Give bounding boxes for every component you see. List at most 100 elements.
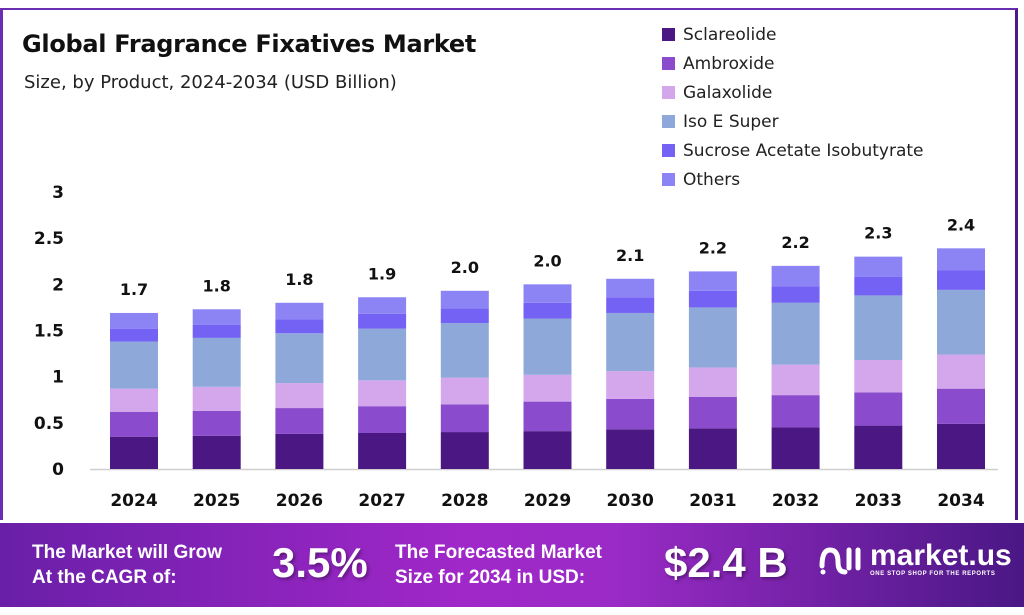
x-tick-label: 2034 (937, 491, 984, 511)
bar-segment-others (606, 278, 655, 298)
cagr-label: The Market will Grow At the CAGR of: (32, 540, 222, 590)
x-tick-label: 2031 (689, 491, 736, 511)
forecast-label-line1: The Forecasted Market (395, 542, 602, 563)
bar-segment-sclareolide (523, 431, 572, 469)
bar-segment-sucrose-acetate-isobutyrate (440, 308, 489, 324)
bar-segment-ambroxide (440, 404, 489, 433)
legend-swatch (662, 144, 675, 157)
bar-segment-ambroxide (854, 392, 903, 426)
x-tick-label: 2028 (441, 491, 488, 511)
forecast-value: $2.4 B (664, 539, 788, 586)
chart-frame (0, 8, 1018, 520)
y-tick-label: 2 (52, 275, 64, 295)
bar-segment-iso-e-super (688, 307, 737, 368)
legend-swatch (662, 173, 675, 186)
bar-total-label: 2.4 (947, 215, 975, 234)
bar-segment-galaxolide (937, 354, 985, 389)
bar-segment-sclareolide (688, 428, 737, 469)
cagr-label-line1: The Market will Grow (32, 542, 223, 563)
bar-segment-ambroxide (771, 395, 820, 428)
bar-segment-ambroxide (275, 408, 324, 434)
bar-segment-ambroxide (358, 406, 407, 433)
legend-label: Sucrose Acetate Isobutyrate (683, 140, 924, 161)
bar-segment-iso-e-super (606, 312, 655, 372)
x-tick-label: 2032 (772, 491, 819, 511)
bar-total-label: 1.8 (285, 270, 313, 289)
cagr-label-line2: At the CAGR of: (32, 567, 177, 588)
forecast-label-line2: Size for 2034 in USD: (395, 567, 586, 588)
chart-title: Global Fragrance Fixatives Market (22, 30, 477, 58)
bar-segment-sclareolide (358, 432, 407, 469)
legend-swatch (662, 115, 675, 128)
bar-segment-iso-e-super (937, 289, 985, 355)
legend-swatch (662, 86, 675, 99)
bar-segment-iso-e-super (854, 295, 903, 361)
bar-segment-sucrose-acetate-isobutyrate (358, 313, 407, 329)
x-tick-label: 2030 (607, 491, 654, 511)
forecast-label: The Forecasted Market Size for 2034 in U… (395, 540, 602, 590)
bar-segment-others (688, 271, 737, 291)
bar-segment-sclareolide (440, 432, 489, 469)
bar-total-label: 2.1 (616, 246, 644, 265)
legend-item: Ambroxide (662, 49, 924, 78)
bar-segment-galaxolide (275, 383, 324, 409)
brand-name: market.us (870, 539, 1012, 572)
x-tick-label: 2026 (276, 491, 323, 511)
bar-segment-sclareolide (854, 425, 903, 469)
bar-total-label: 1.7 (120, 280, 148, 299)
bar-segment-iso-e-super (440, 323, 489, 378)
bar-segment-sclareolide (771, 427, 820, 469)
y-tick-label: 2.5 (34, 229, 64, 249)
brand-logo-icon (819, 547, 861, 575)
stacked-bar-chart: 0 0.5 1 1.5 2 2.5 3 1.7 2024 1.8 2025 1.8 2026 1.9 202… (34, 183, 998, 511)
bar-segment-sclareolide (110, 436, 158, 469)
bar-segment-sucrose-acetate-isobutyrate (523, 302, 572, 319)
bar-segment-iso-e-super (771, 302, 820, 365)
x-tick-label: 2024 (110, 491, 157, 511)
bar-segment-galaxolide (688, 367, 737, 397)
bar-segment-others (192, 309, 241, 325)
brand-logo: market.us ONE STOP SHOP FOR THE REPORTS (818, 541, 1012, 577)
legend-item: Others (662, 165, 924, 194)
bar-segment-iso-e-super (110, 341, 158, 389)
bar-segment-sucrose-acetate-isobutyrate (688, 290, 737, 308)
y-tick-label: 1 (52, 368, 64, 388)
legend-label: Galaxolide (683, 82, 773, 103)
legend-item: Iso E Super (662, 107, 924, 136)
bar-segment-sucrose-acetate-isobutyrate (275, 319, 324, 334)
bar-segment-others (523, 284, 572, 303)
bar-segment-galaxolide (771, 364, 820, 396)
footer-banner: The Market will Grow At the CAGR of: 3.5… (0, 523, 1024, 607)
bar-total-label: 1.9 (368, 264, 396, 283)
y-tick-label: 1.5 (34, 322, 64, 342)
bar-segment-iso-e-super (192, 337, 241, 387)
bar-segment-ambroxide (606, 398, 655, 430)
legend-item: Sucrose Acetate Isobutyrate (662, 136, 924, 165)
bar-segment-sclareolide (275, 433, 324, 469)
bar-segment-others (440, 290, 489, 309)
bar-segment-others (771, 265, 820, 287)
y-tick-label: 3 (52, 183, 64, 203)
x-tick-label: 2025 (193, 491, 240, 511)
legend-swatch (662, 28, 675, 41)
bar-segment-sclareolide (937, 423, 985, 469)
bar-segment-galaxolide (110, 388, 158, 412)
bar-segment-galaxolide (440, 377, 489, 405)
bar-segment-others (937, 248, 985, 271)
legend-swatch (662, 57, 675, 70)
legend-label: Iso E Super (683, 111, 779, 132)
bar-segment-ambroxide (937, 388, 985, 424)
legend-label: Others (683, 169, 741, 190)
bar-segment-galaxolide (854, 360, 903, 393)
legend-label: Ambroxide (683, 53, 775, 74)
bar-segment-sucrose-acetate-isobutyrate (854, 276, 903, 296)
bar-total-label: 2.3 (864, 224, 892, 243)
bar-total-label: 2.0 (533, 251, 561, 270)
bar-total-label: 2.2 (781, 233, 809, 252)
bar-segment-others (854, 256, 903, 277)
bar-segment-sclareolide (606, 429, 655, 469)
bar-segment-others (110, 312, 158, 329)
chart-subtitle: Size, by Product, 2024-2034 (USD Billion… (24, 72, 397, 93)
bar-segment-galaxolide (523, 374, 572, 402)
bar-segment-ambroxide (688, 396, 737, 429)
